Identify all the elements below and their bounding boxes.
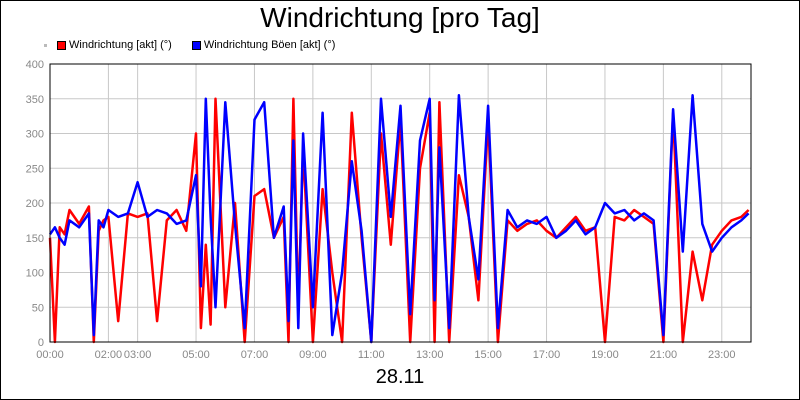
- x-tick-label: 19:00: [591, 349, 619, 361]
- y-tick-label: 50: [32, 302, 44, 314]
- plot-border: [49, 63, 752, 343]
- y-tick-label: 150: [26, 233, 44, 245]
- legend-label-windrichtung: Windrichtung [akt] (°): [69, 39, 172, 51]
- series-line-2: [48, 94, 750, 344]
- y-tick-label: 400: [26, 59, 44, 71]
- x-tick-label: 02:00: [95, 349, 123, 361]
- x-tick-label: 00:00: [36, 349, 64, 361]
- x-tick-label: 23:00: [708, 349, 736, 361]
- x-tick-label: 15:00: [474, 349, 502, 361]
- y-tick-label: 200: [26, 198, 44, 210]
- date-label: 28.11: [375, 366, 425, 388]
- x-tick-label: 05:00: [182, 349, 210, 361]
- legend-swatch-windrichtung: [57, 40, 66, 50]
- legend-marker-icon: [44, 43, 47, 47]
- legend-item-windrichtung: Windrichtung [akt] (°): [57, 39, 172, 51]
- legend-label-boeen: Windrichtung Böen [akt] (°): [203, 39, 336, 51]
- x-tick-label: 21:00: [650, 349, 678, 361]
- x-tick-label: 13:00: [416, 349, 444, 361]
- x-tick-label: 11:00: [358, 349, 385, 361]
- y-tick-label: 0: [38, 337, 44, 349]
- y-tick-label: 100: [26, 268, 44, 280]
- x-tick-label: 07:00: [241, 349, 269, 361]
- x-tick-label: 03:00: [124, 349, 152, 361]
- x-tick-label: 17:00: [533, 349, 561, 361]
- y-tick-label: 300: [26, 129, 44, 141]
- legend: Windrichtung [akt] (°) Windrichtung Böen…: [44, 38, 355, 52]
- x-tick-label: 09:00: [299, 349, 327, 361]
- legend-item-boeen: Windrichtung Böen [akt] (°): [191, 39, 336, 51]
- y-tick-label: 250: [26, 163, 44, 175]
- chart-title: Windrichtung [pro Tag]: [260, 2, 540, 33]
- y-tick-label: 350: [26, 94, 44, 106]
- legend-swatch-boeen: [191, 40, 201, 50]
